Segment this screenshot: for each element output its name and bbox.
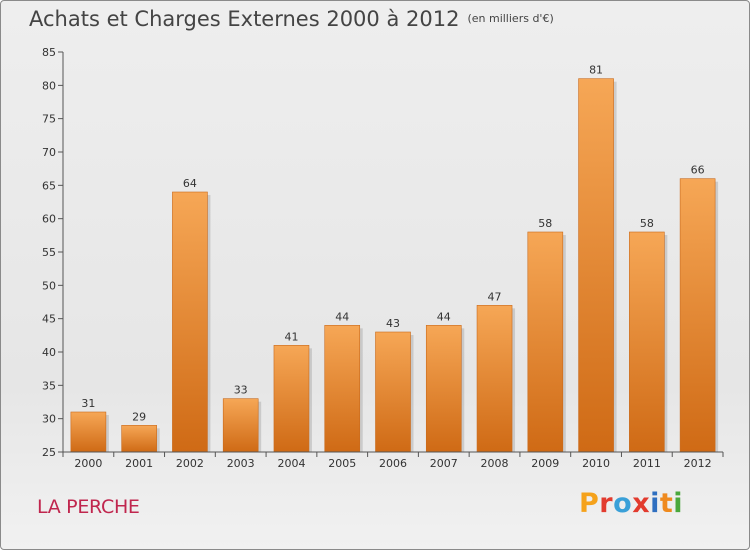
bar-2000 (70, 411, 107, 453)
x-tick-label-2005: 2005 (328, 457, 356, 470)
logo-letter: o (613, 488, 633, 519)
bars (70, 78, 719, 453)
bar-2012 (679, 178, 716, 453)
data-label-2000: 31 (81, 397, 95, 410)
x-tick-label-2012: 2012 (684, 457, 712, 470)
y-tick-label: 65 (42, 179, 56, 192)
bar-2011 (629, 231, 665, 453)
x-tick-label-2000: 2000 (74, 457, 102, 470)
data-label-2002: 64 (183, 177, 197, 190)
y-tick-label: 80 (42, 79, 56, 92)
bar-2003 (222, 398, 259, 453)
y-tick-label: 35 (42, 379, 56, 392)
logo-letter: i (673, 488, 684, 519)
y-tick-label: 75 (42, 113, 56, 126)
x-tick-label-2007: 2007 (430, 457, 458, 470)
data-label-2005: 44 (335, 310, 349, 323)
x-axis: 2000 2001 2002 2003 2004 2005 2006 2007 2008 2009… (62, 451, 724, 470)
x-tick-label-2009: 2009 (531, 457, 559, 470)
x-tick-label-2011: 2011 (633, 457, 661, 470)
data-label-2003: 33 (234, 384, 248, 397)
x-tick-label-2001: 2001 (125, 457, 153, 470)
x-tick-label-2002: 2002 (176, 457, 204, 470)
proxiti-logo: Proxiti (579, 488, 683, 519)
x-tick-label-2003: 2003 (227, 457, 255, 470)
y-tick-label: 25 (42, 446, 56, 459)
bar-2008 (476, 305, 513, 453)
bar-2006 (375, 331, 411, 453)
data-label-2009: 58 (538, 217, 552, 230)
y-tick-label: 60 (42, 213, 56, 226)
y-tick-label: 45 (42, 313, 56, 326)
bar-2007 (425, 325, 462, 453)
y-tick-label: 70 (42, 146, 56, 159)
x-tick-label-2010: 2010 (582, 457, 610, 470)
logo-letter: t (659, 488, 674, 519)
chart-title-text: Achats et Charges Externes 2000 à 2012 (29, 7, 460, 31)
logo-letter: P (579, 488, 600, 519)
data-label-2012: 66 (691, 164, 705, 177)
bar-2009 (527, 231, 564, 453)
data-label-2001: 29 (132, 410, 146, 423)
bar-2001 (121, 425, 157, 453)
data-label-2008: 47 (488, 290, 502, 303)
x-tick-label-2008: 2008 (481, 457, 509, 470)
x-tick-label-2006: 2006 (379, 457, 407, 470)
logo-letter: r (599, 488, 614, 519)
data-label-2006: 43 (386, 317, 400, 330)
y-tick-label: 30 (42, 413, 56, 426)
x-tick-label-2004: 2004 (277, 457, 305, 470)
y-tick-label: 55 (42, 246, 56, 259)
data-labels: 31 29 64 33 41 44 43 44 47 58 81 58 66 (81, 64, 704, 424)
data-label-2004: 41 (284, 330, 298, 343)
y-tick-label: 40 (42, 346, 56, 359)
y-axis: 25 30 35 40 45 50 55 60 65 70 75 80 85 (42, 46, 64, 459)
logo-letter: i (650, 488, 660, 519)
chart-title: Achats et Charges Externes 2000 à 2012 (e… (29, 7, 554, 31)
data-label-2007: 44 (437, 310, 451, 323)
y-tick-label: 50 (42, 279, 56, 292)
bar-2010 (578, 78, 614, 453)
chart-subtitle: (en milliers d'€) (467, 12, 554, 25)
bar-2005 (324, 325, 361, 453)
data-label-2010: 81 (589, 64, 603, 77)
y-tick-label: 85 (42, 46, 56, 59)
bar-2004 (273, 345, 310, 453)
bar-2002 (172, 191, 208, 453)
data-label-2011: 58 (640, 217, 654, 230)
logo-letter: x (632, 488, 651, 519)
place-name: LA PERCHE (37, 496, 140, 518)
